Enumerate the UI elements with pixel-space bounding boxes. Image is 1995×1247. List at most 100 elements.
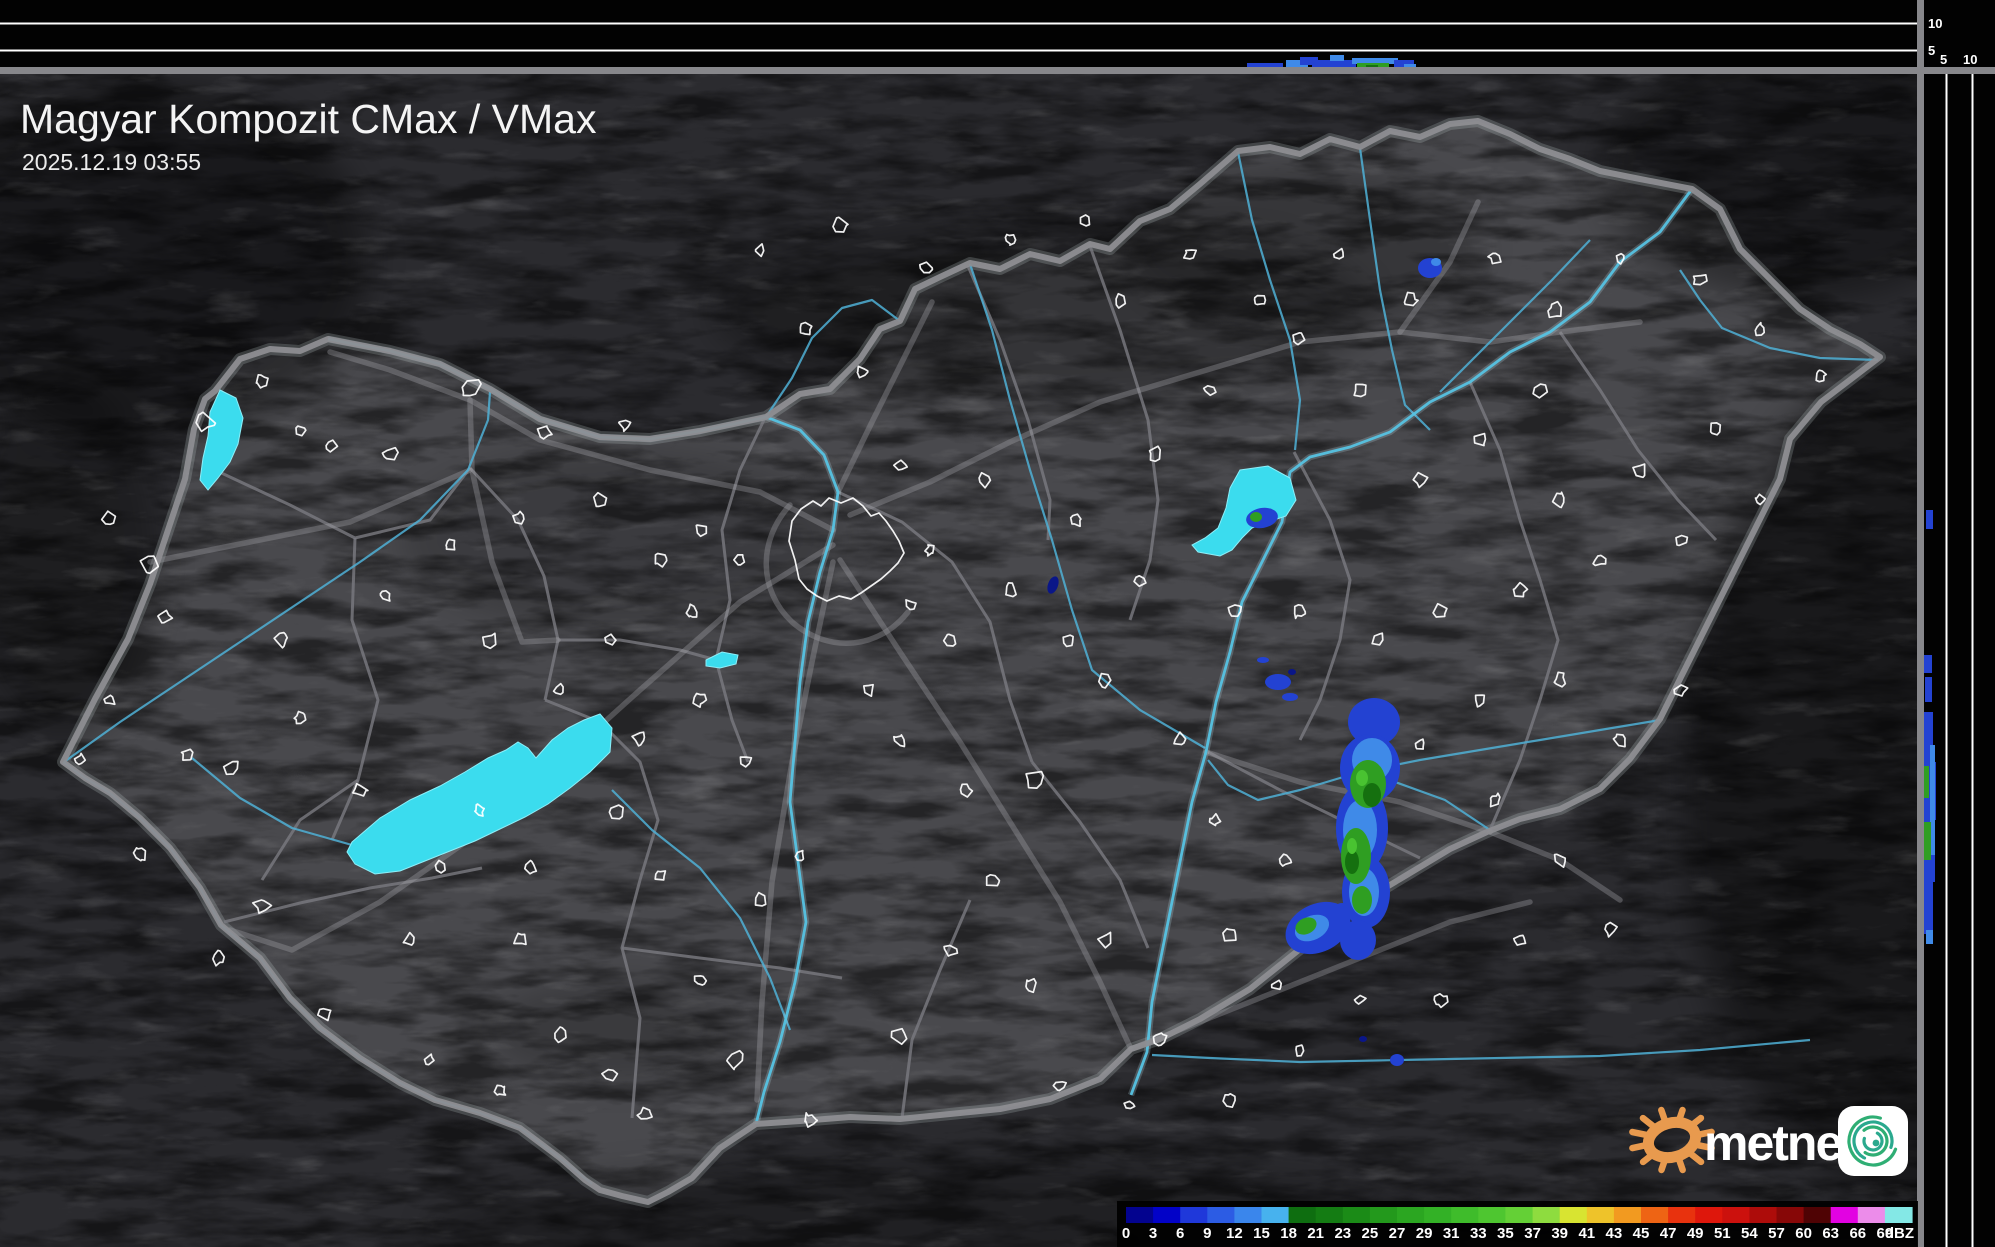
town-outline [1692,274,1708,286]
town-outline [434,859,446,874]
town-outline [1293,603,1307,620]
town-outline [1173,731,1187,746]
town-outline [552,682,564,696]
town-outlines [73,214,1828,1128]
town-outline [493,1084,507,1096]
colorbar-cell [1315,1207,1344,1223]
town-outline [1182,249,1198,260]
town-outline [654,870,667,881]
colorbar-cell [1613,1207,1642,1223]
swirl-arc [1857,1125,1889,1157]
colorbar-tick-labels: 0 3 6 9 12 15 18 21 23 25 27 29 31 33 35 37 39 41 43 45 47 49… [1122,1225,1893,1242]
swirl-arc [1847,1115,1899,1167]
town-outline [1371,632,1384,646]
right-profile-panel [1917,0,1995,1247]
town-outline [636,1106,653,1120]
colorbar-tick-label: 27 [1389,1225,1406,1242]
road-path [837,557,1134,1052]
town-outline [1025,977,1037,994]
town-outline [1115,292,1127,309]
town-outline [157,609,174,624]
top-profile-panel [0,0,1995,70]
colorbar-tick-label: 12 [1226,1225,1243,1242]
radar-echo-blob [1431,258,1441,266]
colorbar-tick-label: 54 [1741,1225,1758,1242]
town-outline [351,782,369,797]
town-outline [1097,672,1112,689]
colorbar-tick-label: 39 [1551,1225,1568,1242]
top-profile-echo [1352,58,1398,64]
road-path [847,319,1643,518]
town-outline [1403,291,1419,307]
town-outline [1487,252,1502,265]
town-outline [1754,493,1767,506]
town-outline [73,752,87,766]
town-outline [1004,233,1017,246]
town-outline [1278,853,1293,867]
town-outline [799,321,813,336]
radar-echo-blob [1363,783,1381,807]
county-border-path [260,778,359,881]
town-outline [293,710,307,725]
timestamp: 2025.12.19 03:55 [22,149,201,175]
colorbar-tick-label: 3 [1149,1225,1157,1242]
right-profile-echo [1923,888,1933,930]
colorbar-cell [1532,1207,1561,1223]
colorbar-cell [1397,1207,1425,1223]
county-border-path [621,946,843,980]
county-border-path [468,466,560,701]
radar-echoes [1047,258,1442,1066]
colorbar-cell [1505,1207,1534,1223]
colorbar-tick-label: 15 [1253,1225,1270,1242]
road-path [327,349,836,533]
town-outline [103,694,116,706]
town-outline [1079,214,1091,227]
town-outline [754,243,765,258]
sun-core-ring [1642,1116,1702,1164]
dbz-colorbar: 0 3 6 9 12 15 18 21 23 25 27 29 31 33 35 37 39 41 43 45 47 49… [1117,1201,1918,1247]
country-border-path [60,118,1883,1205]
town-outline [1553,671,1567,688]
town-outline [1222,1092,1236,1109]
town-outline [316,1007,332,1022]
town-outline [1208,812,1222,827]
sun-ray [1629,1128,1650,1139]
colorbar-cell [1451,1207,1479,1223]
town-outline [180,748,194,761]
metnet-logo[interactable]: metnet [1629,1106,1908,1176]
town-outline [890,1027,908,1046]
town-outline [592,491,608,508]
town-outline [1615,252,1625,265]
town-outline [1069,513,1082,528]
town-outline [139,555,160,575]
colorbar-tick-label: 51 [1714,1225,1731,1242]
colorbar-cell [1857,1207,1886,1223]
top-frame-bar [0,67,1995,74]
town-outline [918,261,934,274]
town-outline [1123,1100,1136,1110]
county-border-path [900,899,972,1119]
town-outline [273,631,289,649]
colorbar-cell [1369,1207,1398,1223]
county-border-path [1558,331,1718,542]
top-profile-echo [1286,60,1308,70]
colorbar-tick-label: 57 [1768,1225,1785,1242]
colorbar-cells [1126,1207,1913,1223]
town-outline [726,1049,744,1071]
map-area [0,74,1917,1247]
town-outline [1096,931,1112,949]
town-outline [856,365,869,379]
river-path [191,757,353,847]
town-outline [132,847,147,862]
town-outline [892,459,909,471]
river-path [1439,239,1591,393]
road-path [1487,829,1623,903]
radar-echo-blob [1282,693,1298,701]
river-path [611,789,792,1031]
town-outline [739,756,753,768]
colorbar-tick-label: 33 [1470,1225,1487,1242]
right-frame-bar [1917,0,1924,1247]
radar-echo-blob [1359,1036,1367,1042]
colorbar-cell [1776,1207,1805,1223]
right-profile-echo [1930,745,1935,855]
